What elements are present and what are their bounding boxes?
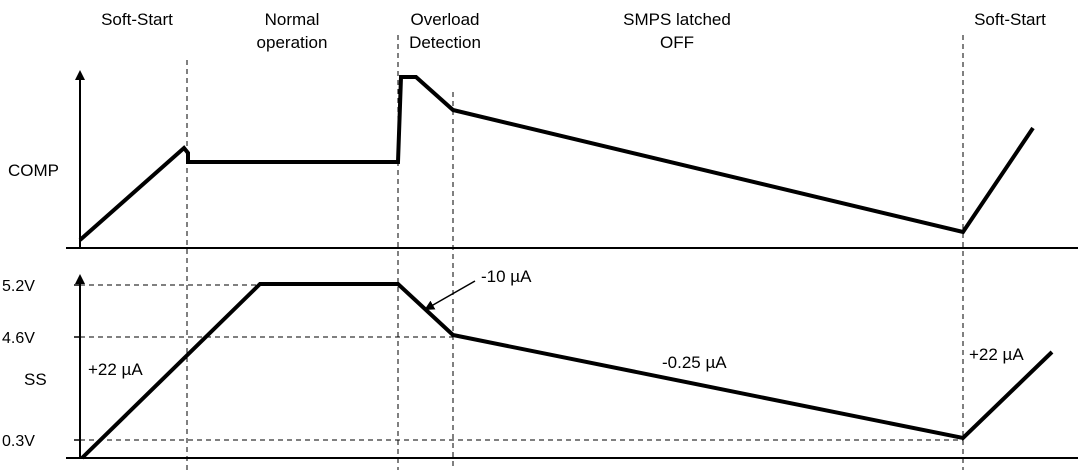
phase-label-normal: Normal [265,10,320,29]
phase-label-overload: Overload [411,10,480,29]
current-label-recharge: +22 µA [969,345,1024,364]
phase-label-soft-start: Soft-Start [101,10,173,29]
ss-waveform [80,282,1054,460]
current-label-discharge-fast: -10 µA [481,267,532,286]
comp-axis-label: COMP [8,161,59,180]
level-label-0-3v: 0.3V [2,433,35,450]
current-label-discharge-slow: -0.25 µA [662,353,727,372]
phase-label-detection: Detection [409,33,481,52]
phase-label-smps-latched: SMPS latched [623,10,731,29]
current-label-charge: +22 µA [88,360,143,379]
level-label-4-6v: 4.6V [2,330,35,347]
level-label-5-2v: 5.2V [2,278,35,295]
discharge-arrow [424,280,476,310]
comp-waveform [78,75,1035,242]
phase-label-operation: operation [257,33,328,52]
phase-label-soft-start-2: Soft-Start [974,10,1046,29]
phase-label-off: OFF [660,33,694,52]
ss-axis-label: SS [24,370,47,389]
